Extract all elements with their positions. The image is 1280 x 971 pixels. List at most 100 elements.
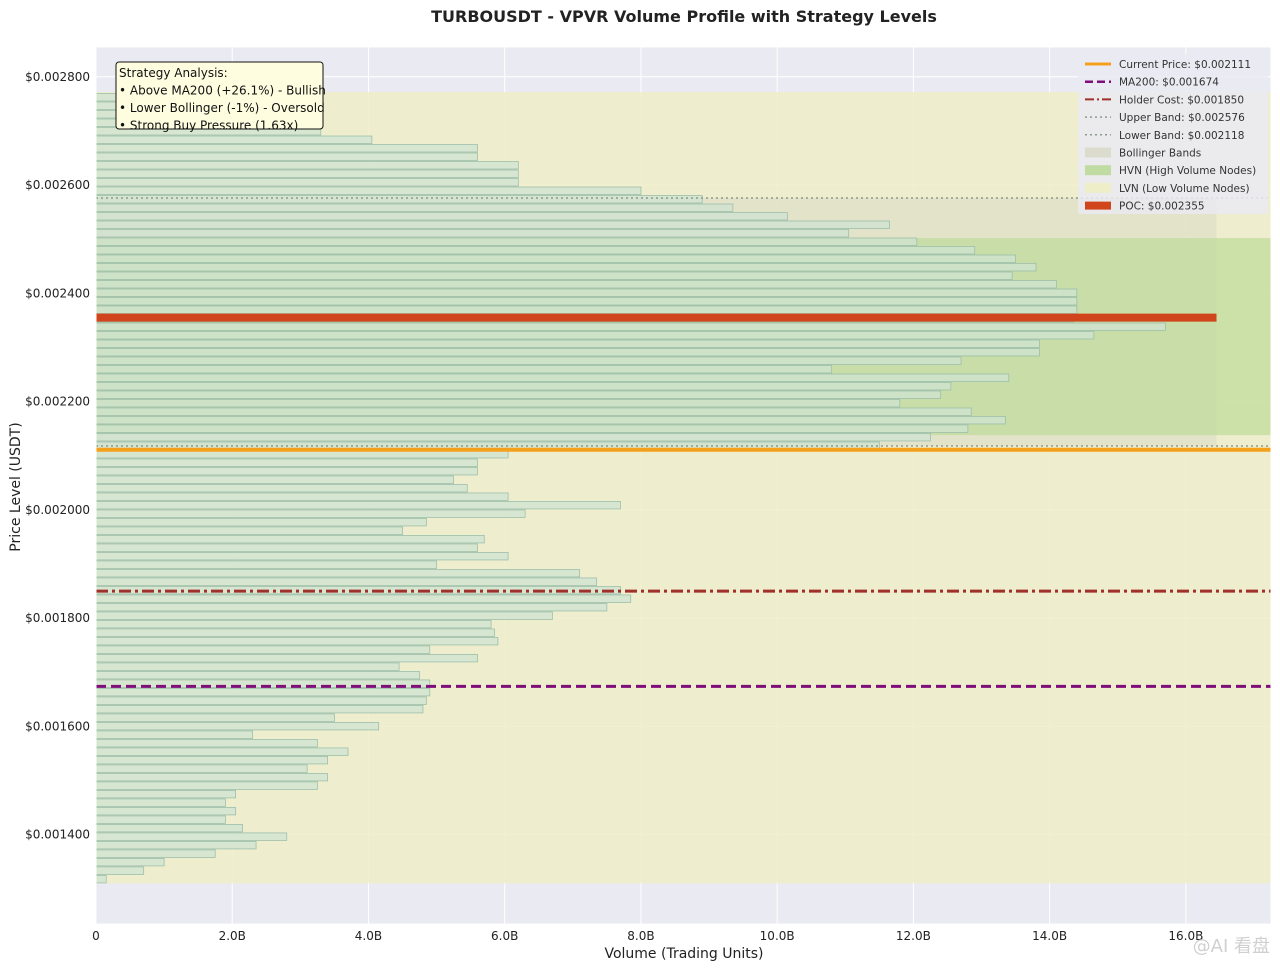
volume-bar — [95, 331, 1095, 340]
y-tick-label: $0.002400 — [25, 286, 90, 300]
volume-bar — [95, 535, 485, 544]
volume-bar — [95, 773, 328, 782]
volume-bar — [95, 832, 288, 841]
volume-bar — [95, 509, 526, 518]
x-tick-label: 10.0B — [760, 929, 795, 943]
volume-bar — [95, 654, 478, 663]
volume-bar — [95, 416, 1006, 425]
volume-bar — [95, 390, 942, 399]
volume-bar — [95, 152, 478, 161]
annotation-line: • Lower Bollinger (-1%) - Oversold — [119, 101, 325, 115]
x-tick-label: 8.0B — [627, 929, 654, 943]
volume-bar — [95, 688, 431, 697]
volume-bar — [95, 356, 962, 365]
volume-bar — [95, 747, 349, 756]
volume-bar — [95, 382, 952, 391]
volume-bar — [95, 841, 257, 850]
y-tick-label: $0.002600 — [25, 178, 90, 192]
volume-bar — [95, 730, 254, 739]
volume-bar — [95, 628, 495, 637]
y-tick-label: $0.002000 — [25, 503, 90, 517]
volume-bar — [95, 271, 1013, 280]
volume-bar — [95, 543, 478, 552]
volume-bar — [95, 203, 734, 212]
volume-bar — [95, 866, 145, 875]
volume-bar — [95, 807, 237, 816]
volume-bar — [95, 169, 519, 178]
volume-bar — [95, 365, 833, 374]
y-tick-label: $0.002800 — [25, 70, 90, 84]
volume-bar — [95, 237, 918, 246]
volume-bar — [95, 603, 608, 612]
plot-frame — [95, 46, 1272, 925]
volume-bar — [95, 577, 598, 586]
annotation-box — [115, 61, 324, 130]
volume-bar — [95, 705, 424, 714]
volume-bar — [95, 858, 165, 867]
y-tick-label: $0.002200 — [25, 395, 90, 409]
volume-bar — [95, 178, 519, 187]
volume-bar — [95, 526, 403, 535]
watermark: @AI 看盘 — [1193, 936, 1270, 957]
volume-bar — [95, 594, 632, 603]
legend-marker-bollinger — [1085, 147, 1111, 158]
volume-bar — [95, 552, 509, 561]
annotation-line: • Strong Buy Pressure (1.63x) — [119, 119, 298, 133]
volume-bar — [95, 458, 478, 467]
legend-label: POC: $0.002355 — [1119, 201, 1205, 213]
volume-bar — [95, 756, 328, 765]
volume-bar — [95, 297, 1078, 306]
annotation-line: Strategy Analysis: — [119, 66, 228, 80]
volume-bar — [95, 135, 373, 144]
volume-bar — [95, 161, 519, 170]
volume-bar — [95, 611, 553, 620]
legend-marker-lvn — [1085, 182, 1111, 193]
x-tick-label: 14.0B — [1032, 929, 1067, 943]
volume-bar — [95, 696, 427, 705]
volume-bar — [95, 475, 455, 484]
volume-bar — [95, 288, 1078, 297]
volume-bar — [95, 518, 427, 527]
x-tick-label: 0 — [92, 929, 100, 943]
legend-label: Current Price: $0.002111 — [1119, 59, 1251, 71]
legend-marker-poc — [1085, 201, 1111, 210]
y-tick-label: $0.001800 — [25, 611, 90, 625]
volume-bar — [95, 484, 468, 493]
x-tick-label: 4.0B — [355, 929, 382, 943]
volume-bar — [95, 798, 226, 807]
volume-bar — [95, 339, 1040, 348]
volume-bar — [95, 280, 1057, 289]
volume-bar — [95, 254, 1016, 263]
legend-marker-hvn — [1085, 165, 1111, 176]
legend-box — [1078, 54, 1268, 214]
plot-area: $0.001400 $0.001600 $0.001800 $0.002000 $0.0… — [25, 46, 1272, 943]
volume-bar — [95, 849, 216, 858]
strategy-annotation: Strategy Analysis: • Above MA200 (+26.1%)… — [115, 61, 326, 133]
legend-label: HVN (High Volume Nodes) — [1119, 165, 1256, 177]
volume-bar — [95, 246, 976, 255]
volume-bar — [95, 790, 237, 799]
volume-bar — [95, 186, 642, 195]
volume-bar — [95, 620, 492, 629]
volume-bar — [95, 144, 478, 153]
annotation-line: • Above MA200 (+26.1%) - Bullish — [119, 84, 326, 98]
x-axis-label: Volume (Trading Units) — [604, 946, 763, 962]
volume-bar — [95, 739, 318, 748]
volume-bar — [95, 322, 1166, 331]
volume-bar — [95, 373, 1010, 382]
volume-bar — [95, 263, 1037, 272]
x-tick-label: 12.0B — [896, 929, 931, 943]
volume-bar — [95, 467, 478, 476]
x-tick-label: 2.0B — [219, 929, 246, 943]
volume-bar — [95, 815, 226, 824]
volume-bar — [95, 713, 335, 722]
volume-bar — [95, 662, 400, 671]
volume-bar — [95, 824, 243, 833]
x-tick-label: 6.0B — [491, 929, 518, 943]
volume-bar — [95, 433, 931, 442]
volume-bar — [95, 671, 420, 680]
volume-bar — [95, 645, 431, 654]
volume-bar — [95, 501, 621, 510]
legend-label: Lower Band: $0.002118 — [1119, 130, 1244, 142]
